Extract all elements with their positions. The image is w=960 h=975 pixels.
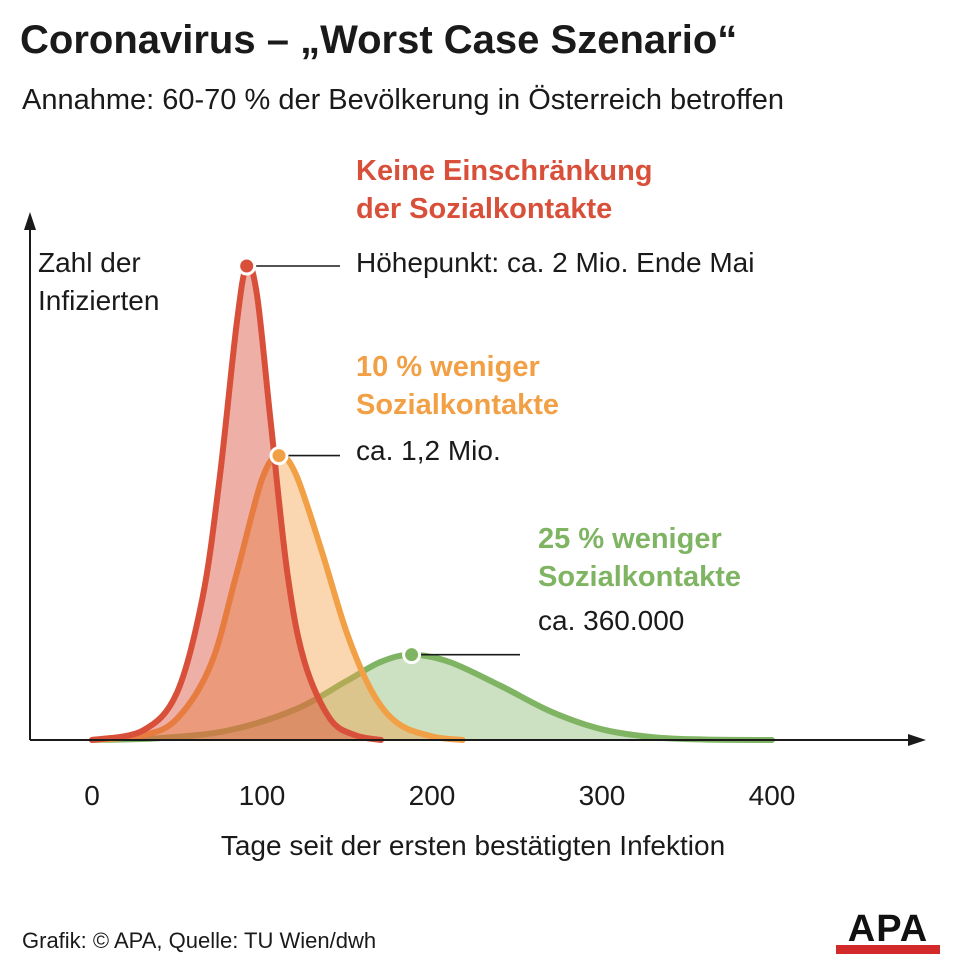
chart-title: Coronavirus – „Worst Case Szenario“ bbox=[20, 18, 738, 62]
x-tick-label: 300 bbox=[578, 780, 626, 811]
x-tick-label: 400 bbox=[748, 780, 796, 811]
series-name-no-restriction: Keine Einschränkung der Sozialkontakte bbox=[356, 152, 653, 228]
x-tick-label: 0 bbox=[84, 780, 100, 811]
annotation-25-percent: ca. 360.000 bbox=[538, 605, 685, 636]
x-tick-label: 100 bbox=[238, 780, 286, 811]
series-name-25-percent: 25 % weniger Sozialkontakte bbox=[538, 520, 741, 596]
series-area-25-percent bbox=[92, 654, 772, 740]
annotation-10-percent: ca. 1,2 Mio. bbox=[356, 435, 501, 466]
apa-logo: APA bbox=[836, 908, 940, 954]
series-line-25-percent bbox=[89, 651, 775, 743]
annotation-no-restriction: Höhepunkt: ca. 2 Mio. Ende Mai bbox=[356, 247, 755, 278]
series-area-no-restriction bbox=[92, 264, 381, 740]
peak-marker-no-restriction bbox=[237, 256, 257, 276]
series-name-line2: Sozialkontakte bbox=[538, 561, 742, 593]
peak-marker-25-percent bbox=[402, 645, 422, 665]
peak-marker-10-percent bbox=[269, 446, 289, 466]
series-name-line1: 10 % weniger bbox=[356, 351, 540, 383]
series-name-line2: der Sozialkontakte bbox=[356, 193, 613, 225]
annotation-leaders bbox=[237, 256, 520, 665]
series-name-line1: Keine Einschränkung bbox=[356, 155, 653, 187]
x-axis-arrow bbox=[908, 734, 926, 746]
y-axis-label: Zahl der Infizierten bbox=[38, 247, 160, 316]
axes bbox=[24, 212, 926, 746]
source-credit: Grafik: © APA, Quelle: TU Wien/dwh bbox=[22, 928, 377, 953]
series-area-10-percent bbox=[92, 455, 463, 740]
x-axis-label: Tage seit der ersten bestätigten Infekti… bbox=[220, 830, 726, 861]
y-axis-arrow bbox=[24, 212, 36, 230]
series-name-10-percent: 10 % weniger Sozialkontakte bbox=[356, 348, 559, 424]
x-tick-label: 200 bbox=[408, 780, 456, 811]
chart-subtitle: Annahme: 60-70 % der Bevölkerung in Öste… bbox=[22, 84, 784, 116]
svg-text:APA: APA bbox=[848, 908, 928, 950]
series-name-line1: 25 % weniger bbox=[538, 523, 722, 555]
series-areas bbox=[89, 261, 775, 743]
series-name-line2: Sozialkontakte bbox=[356, 389, 560, 421]
